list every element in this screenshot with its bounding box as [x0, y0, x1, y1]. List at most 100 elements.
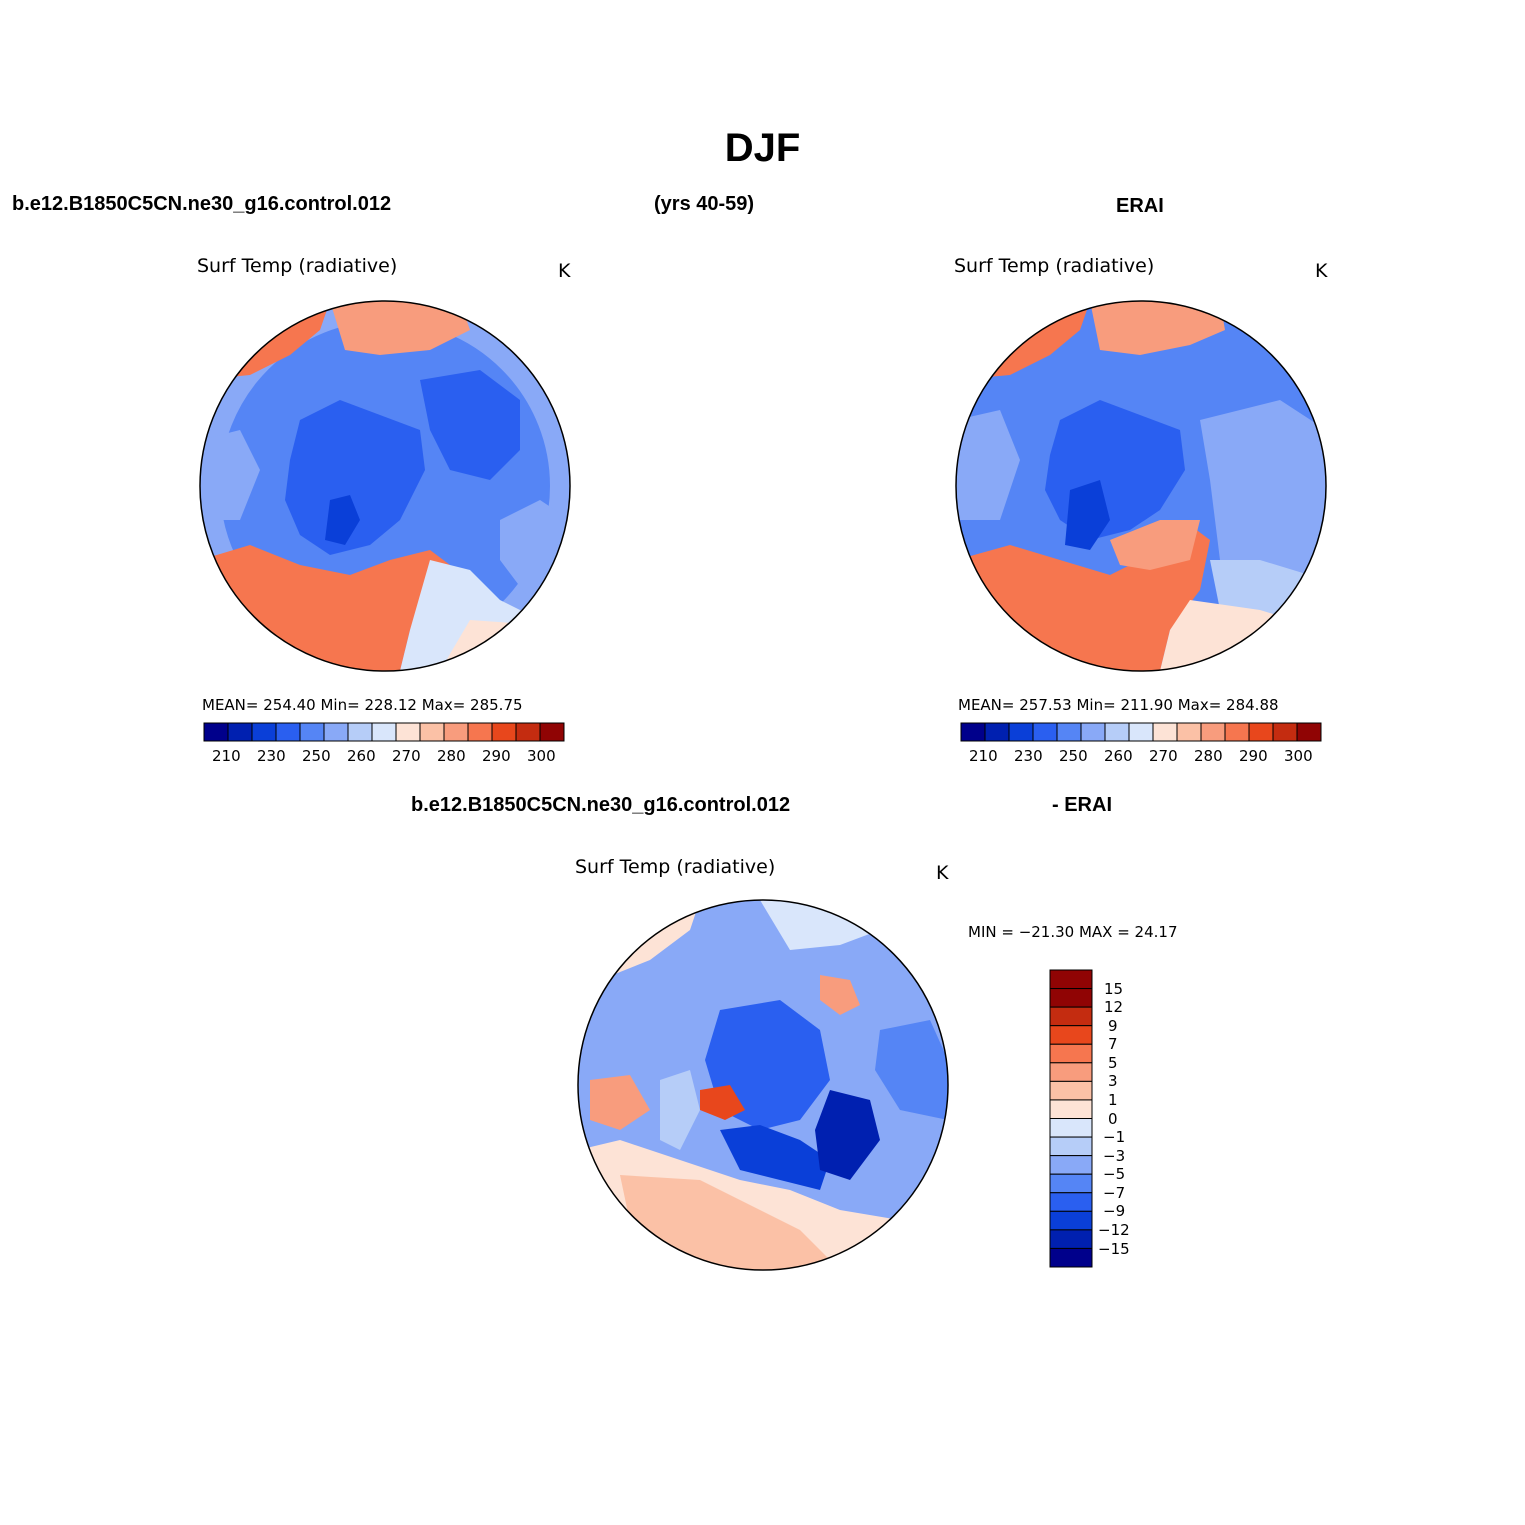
panel2-cb-label: 280 — [1194, 747, 1223, 765]
panel3-units: K — [936, 862, 949, 884]
panel3-cb-label: −9 — [1103, 1202, 1126, 1220]
panel3-cb-label: −5 — [1103, 1165, 1126, 1183]
colorbar-swatch — [1200, 722, 1226, 742]
colorbar-swatch — [1104, 722, 1130, 742]
map-fill — [325, 495, 360, 545]
colorbar-swatch — [395, 722, 421, 742]
panel2-units: K — [1315, 260, 1328, 282]
colorbar-swatch — [1049, 1025, 1093, 1045]
panel3-stats: MIN = −21.30 MAX = 24.17 — [968, 923, 1178, 941]
panel1-stats: MEAN= 254.40 Min= 228.12 Max= 285.75 — [202, 696, 523, 714]
map-boundary — [199, 300, 571, 672]
map-fill — [820, 975, 860, 1015]
panel3-cb-label: −15 — [1098, 1240, 1130, 1258]
panel3-cb-label: 1 — [1108, 1091, 1118, 1109]
panel2-cb-label: 300 — [1284, 747, 1313, 765]
diff-ref-label: - ERAI — [1052, 794, 1112, 816]
colorbar-swatch — [1224, 722, 1250, 742]
colorbar-swatch — [539, 722, 565, 742]
map-fill — [285, 400, 425, 555]
colorbar-swatch — [1176, 722, 1202, 742]
map-fill — [1200, 400, 1326, 610]
panel2-cb-label: 270 — [1149, 747, 1178, 765]
diff-case-label: b.e12.B1850C5CN.ne30_g16.control.012 — [411, 794, 791, 816]
panel1-cb-label: 210 — [212, 747, 241, 765]
colorbar-swatch — [275, 722, 301, 742]
panel2-cb-label: 230 — [1014, 747, 1043, 765]
panel1-units: K — [558, 260, 571, 282]
colorbar-swatch — [1128, 722, 1154, 742]
colorbar-swatch — [1049, 1155, 1093, 1175]
colorbar-swatch — [467, 722, 493, 742]
colorbar-swatch — [1049, 1136, 1093, 1157]
map-fill — [620, 1175, 840, 1270]
map-fill — [700, 1085, 745, 1120]
map-fill — [590, 1075, 650, 1130]
panel3-cb-label: 12 — [1104, 998, 1124, 1016]
colorbar-swatch — [1008, 722, 1034, 742]
panel2-stats: MEAN= 257.53 Min= 211.90 Max= 284.88 — [958, 696, 1279, 714]
colorbar-swatch — [1049, 1043, 1093, 1064]
panel2-cb-label: 210 — [969, 747, 998, 765]
panel2-cb-label: 260 — [1104, 747, 1133, 765]
map-fill — [1160, 600, 1326, 671]
panel3-cb-label: −12 — [1098, 1221, 1130, 1239]
map-fill — [956, 410, 1020, 520]
figure-title: DJF — [724, 126, 801, 170]
panel3-cb-label: 0 — [1108, 1110, 1118, 1128]
colorbar-swatch — [1049, 1247, 1093, 1268]
colorbar-swatch — [1049, 988, 1093, 1008]
colorbar-swatch — [960, 722, 986, 742]
colorbar-swatch — [1056, 722, 1082, 742]
map-boundary — [955, 300, 1327, 672]
colorbar-swatch — [1152, 722, 1178, 742]
panel1-cb-label: 280 — [437, 747, 466, 765]
map-fill — [200, 430, 260, 520]
map-fill — [330, 301, 470, 355]
colorbar-swatch — [299, 722, 325, 742]
panel3-cb-label: −7 — [1103, 1184, 1126, 1202]
panel1-variable: Surf Temp (radiative) — [197, 255, 398, 277]
left-case-label: b.e12.B1850C5CN.ne30_g16.control.012 — [12, 193, 392, 215]
colorbar-swatch — [419, 722, 445, 742]
colorbar-swatch — [1272, 722, 1298, 742]
map-fill — [875, 1020, 948, 1120]
years-label: (yrs 40-59) — [654, 193, 755, 215]
panel1-cb-label: 290 — [482, 747, 511, 765]
colorbar-swatch — [984, 722, 1010, 742]
map-fill — [1090, 301, 1225, 355]
panel1-cb-label: 260 — [347, 747, 376, 765]
colorbar-swatch — [1049, 1229, 1093, 1249]
panel3-cb-label: 3 — [1108, 1072, 1118, 1090]
colorbar-swatch — [1296, 722, 1322, 742]
map-fill — [720, 1125, 830, 1190]
panel1-cb-label: 250 — [302, 747, 331, 765]
colorbar-swatch — [1049, 1006, 1093, 1027]
map-panel-erai — [955, 300, 1327, 672]
colorbar-swatch — [1049, 1118, 1093, 1138]
panel1-cb-label: 300 — [527, 747, 556, 765]
colorbar-swatch — [371, 722, 397, 742]
panel3-cb-label: 5 — [1108, 1054, 1118, 1072]
map-fill — [815, 1090, 880, 1180]
colorbar-swatch — [347, 722, 373, 742]
colorbar-swatch — [443, 722, 469, 742]
map-fill — [660, 1070, 700, 1150]
panel3-cb-label: −3 — [1103, 1147, 1126, 1165]
map-boundary — [577, 899, 949, 1271]
panel1-colorbar — [203, 722, 565, 742]
right-case-label: ERAI — [1116, 195, 1164, 217]
panel3-cb-label: 7 — [1108, 1035, 1118, 1053]
colorbar-swatch — [1049, 969, 1093, 990]
panel1-cb-label: 230 — [257, 747, 286, 765]
colorbar-swatch — [1049, 1062, 1093, 1082]
panel3-cb-label: 9 — [1108, 1017, 1118, 1035]
colorbar-swatch — [227, 722, 253, 742]
map-fill — [1110, 520, 1200, 570]
colorbar-swatch — [251, 722, 277, 742]
map-fill — [1065, 480, 1110, 550]
colorbar-swatch — [1248, 722, 1274, 742]
panel2-variable: Surf Temp (radiative) — [954, 255, 1155, 277]
colorbar-swatch — [1049, 1099, 1093, 1119]
